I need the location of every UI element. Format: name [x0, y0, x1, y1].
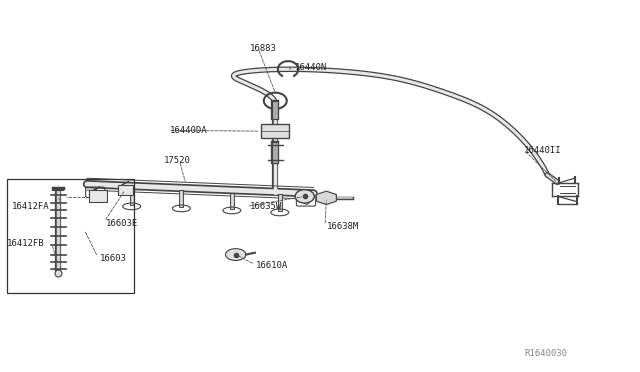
Bar: [7, 179, 134, 294]
Text: 16440DA: 16440DA: [170, 126, 207, 135]
Text: 16883: 16883: [250, 44, 276, 53]
Text: 16412FB: 16412FB: [7, 239, 45, 248]
Text: 16603E: 16603E: [106, 219, 138, 228]
Text: R1640030: R1640030: [524, 349, 567, 358]
Text: 16635W: 16635W: [250, 202, 282, 211]
Bar: [89, 190, 107, 202]
Text: 16638M: 16638M: [326, 222, 358, 231]
Polygon shape: [316, 191, 337, 205]
Text: 16440II: 16440II: [524, 146, 562, 155]
Text: 16412FA: 16412FA: [12, 202, 50, 211]
Text: 16603: 16603: [100, 254, 127, 263]
Text: 16610A: 16610A: [256, 261, 289, 270]
Bar: [261, 124, 289, 138]
Text: 17520: 17520: [164, 155, 191, 164]
Bar: [118, 185, 133, 195]
Circle shape: [225, 248, 246, 260]
Text: 16440N: 16440N: [294, 63, 326, 72]
Ellipse shape: [295, 190, 314, 203]
